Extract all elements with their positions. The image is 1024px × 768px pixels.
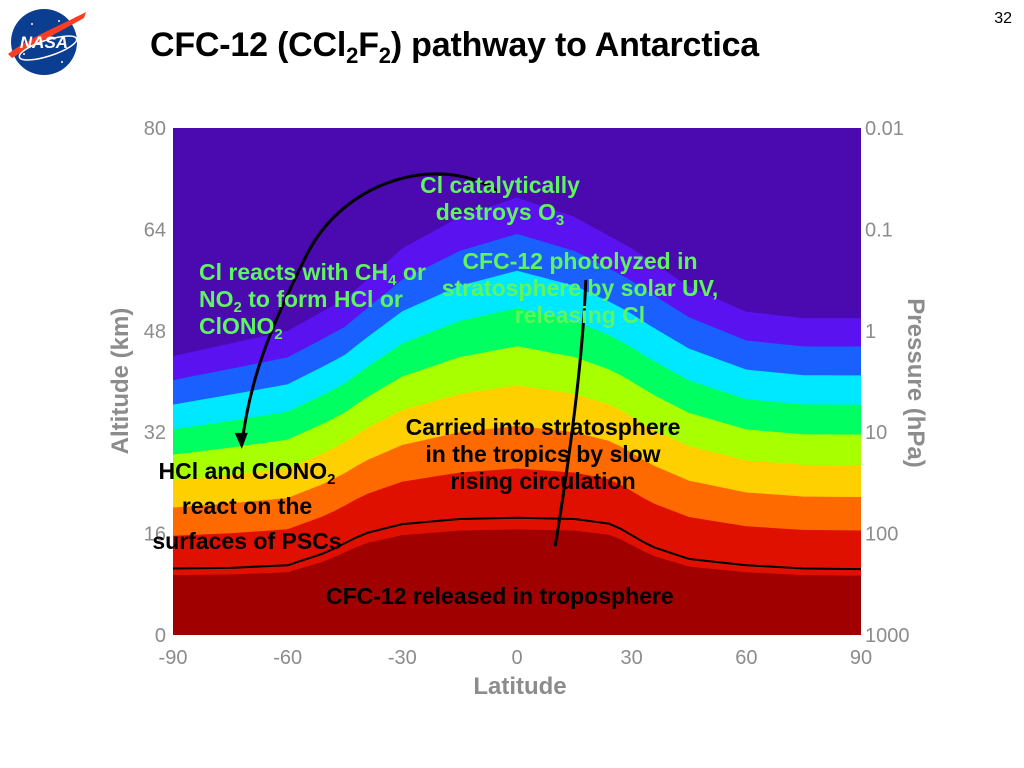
- y2-tick-label: 1: [865, 321, 876, 343]
- x-tick-label: -30: [388, 647, 417, 669]
- annotation-cfc-photolyzed: CFC-12 photolyzed in stratosphere by sol…: [441, 248, 719, 328]
- nasa-logo: NASA: [8, 9, 86, 75]
- annotation-cl-destroys: Cl catalytically destroys O3: [420, 172, 580, 229]
- x-tick-label: -60: [273, 647, 302, 669]
- x-tick-label: 60: [735, 647, 757, 669]
- y2-tick-label: 1000: [865, 625, 910, 647]
- annotation-hcl-clono2: HCl and ClONO2 react on the surfaces of …: [152, 458, 342, 554]
- y-tick-labels: 0 16 32 48 64 80: [144, 118, 166, 647]
- y-tick-label: 48: [144, 321, 166, 343]
- band-0: [173, 529, 861, 635]
- x-tick-label: 0: [511, 647, 522, 669]
- y-tick-label: 64: [144, 219, 166, 241]
- concentration-bands: [173, 128, 861, 635]
- x-tick-label: 90: [850, 647, 872, 669]
- x-tick-label: 30: [621, 647, 643, 669]
- y2-tick-labels: 1000 100 10 1 0.1 0.01: [865, 118, 910, 647]
- svg-text:NASA: NASA: [20, 33, 68, 52]
- plot-area: [173, 128, 861, 635]
- y-tick-label: 32: [144, 422, 166, 444]
- arrowhead: [234, 432, 248, 449]
- y-tick-label: 16: [144, 524, 166, 546]
- x-tick-labels: -90 -60 -30 0 30 60 90: [159, 647, 873, 669]
- x-axis-title: Latitude: [473, 673, 566, 700]
- annotation-released: CFC-12 released in troposphere: [326, 583, 674, 609]
- y-axis-title: Altitude (km): [107, 308, 134, 455]
- x-tick-label: -90: [159, 647, 188, 669]
- y-tick-label: 80: [144, 118, 166, 140]
- tropopause-line: [173, 516, 861, 571]
- y2-tick-label: 10: [865, 422, 887, 444]
- y2-axis-title: Pressure (hPa): [902, 298, 929, 467]
- rising-circulation-arrow: [553, 280, 588, 547]
- slide-number: 32: [994, 10, 1012, 27]
- polar-descent-arrow: [240, 172, 499, 446]
- annotation-carried: Carried into stratosphere in the tropics…: [405, 414, 681, 494]
- y2-tick-label: 100: [865, 524, 898, 546]
- y2-tick-label: 0.01: [865, 118, 904, 140]
- y2-tick-label: 0.1: [865, 219, 893, 241]
- slide-title: CFC-12 (CCl2F2) pathway to Antarctica: [150, 26, 760, 68]
- annotation-cl-reacts: Cl reacts with CH4 or NO2 to form HCl or…: [199, 259, 426, 343]
- y-tick-label: 0: [155, 625, 166, 647]
